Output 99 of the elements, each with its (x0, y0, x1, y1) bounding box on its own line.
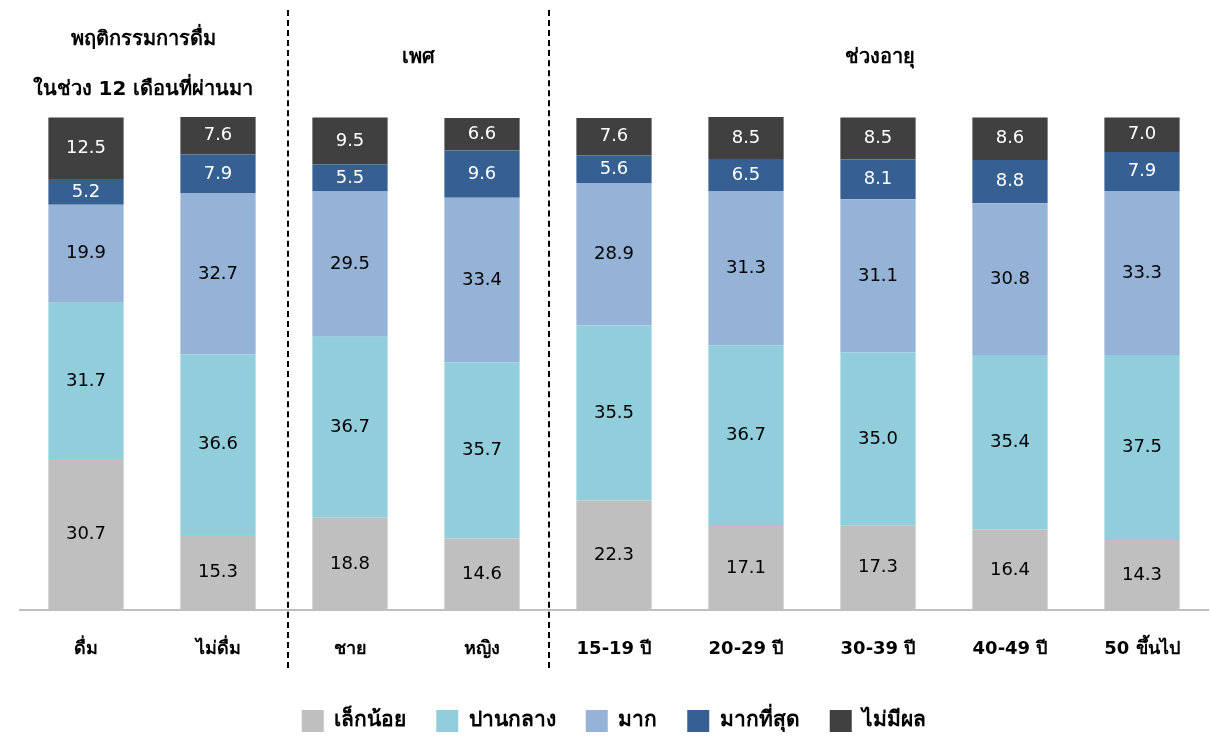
bar (1104, 117, 1180, 152)
bar (708, 345, 784, 527)
bar (1104, 190, 1180, 356)
data-label: 7.0 (1127, 122, 1157, 144)
data-label: 8.5 (731, 125, 761, 147)
data-label: 6.6 (467, 121, 497, 143)
data-label: 33.3 (1121, 260, 1163, 282)
bar (972, 203, 1048, 356)
bar (444, 362, 520, 539)
data-label: 15.3 (197, 560, 239, 582)
bar (180, 354, 256, 535)
x-tick-label: ชาย (333, 636, 367, 658)
bar (576, 117, 652, 156)
bar (48, 302, 124, 460)
data-label: 9.6 (467, 161, 497, 183)
bar (1104, 355, 1180, 540)
data-label: 5.6 (599, 156, 629, 178)
data-label: 22.3 (593, 543, 635, 565)
x-tick-label: 15-19 ปี (576, 636, 652, 658)
bar (180, 117, 256, 155)
x-tick-label: 40-49 ปี (972, 636, 1048, 658)
bar (972, 355, 1048, 530)
data-label: 37.5 (1121, 435, 1163, 457)
data-label: 12.5 (65, 135, 107, 157)
data-label: 6.5 (731, 162, 761, 184)
data-label: 14.6 (461, 562, 503, 584)
data-label: 35.5 (593, 400, 635, 422)
data-label: 9.5 (335, 128, 365, 150)
data-label: 16.4 (989, 557, 1031, 579)
data-label: 19.9 (65, 241, 107, 263)
data-label: 7.6 (203, 123, 233, 145)
legend-label: มากที่สุด (719, 703, 800, 734)
bar (1104, 152, 1180, 191)
bar (708, 158, 784, 191)
data-label: 36.6 (197, 432, 239, 454)
data-label: 35.7 (461, 438, 503, 460)
bar (708, 190, 784, 346)
data-label: 5.2 (71, 179, 101, 201)
data-label: 31.3 (725, 255, 767, 277)
data-label: 14.3 (1121, 562, 1163, 584)
data-label: 35.0 (857, 426, 899, 448)
text: เพศ (401, 43, 435, 70)
data-label: 7.9 (1127, 159, 1157, 181)
bar (840, 199, 916, 353)
legend-label: ไม่มีผล (860, 706, 927, 732)
data-label: 18.8 (329, 551, 371, 573)
bar (48, 117, 124, 180)
data-label: 36.7 (725, 423, 767, 445)
data-label: 17.3 (857, 555, 899, 577)
data-label: 8.5 (863, 126, 893, 148)
data-label: 31.1 (857, 263, 899, 285)
bar (180, 154, 256, 194)
legend-label: มาก (618, 707, 658, 732)
data-label: 5.5 (335, 165, 365, 187)
legend-label: ปานกลาง (468, 707, 556, 732)
bar (840, 159, 916, 200)
data-label: 30.8 (989, 266, 1031, 288)
data-label: 33.4 (461, 267, 503, 289)
data-label: 35.4 (989, 429, 1031, 451)
bar (444, 150, 520, 198)
data-label: 7.6 (599, 124, 629, 146)
bar (972, 159, 1048, 204)
bar (576, 325, 652, 501)
bar (312, 191, 388, 337)
x-tick-label: 30-39 ปี (840, 636, 916, 658)
text: ในช่วง 12 เดือนที่ผ่านมา (32, 73, 254, 102)
bar (444, 197, 520, 363)
data-label: 8.6 (995, 126, 1025, 148)
bar (708, 117, 784, 159)
bar (312, 164, 388, 192)
text: พฤติกรรมการดื่ม (70, 23, 216, 52)
data-label: 32.7 (197, 261, 239, 283)
bar (48, 179, 124, 205)
data-label: 8.8 (995, 169, 1025, 191)
bar (48, 204, 124, 303)
bar (312, 117, 388, 165)
legend-label: เล็กน้อย (334, 705, 407, 732)
bar (576, 155, 652, 184)
bar (972, 117, 1048, 160)
bar (576, 183, 652, 326)
x-tick-label: ดื่ม (74, 634, 98, 658)
bar (444, 117, 520, 151)
data-label: 31.7 (65, 368, 107, 390)
x-tick-label: 50 ขึ้นไป (1104, 633, 1180, 658)
x-tick-label: 20-29 ปี (708, 636, 784, 658)
bar (312, 336, 388, 518)
x-tick-label: หญิง (464, 636, 500, 659)
data-label: 7.9 (203, 161, 233, 183)
data-label: 30.7 (65, 522, 107, 544)
data-label: 17.1 (725, 555, 767, 577)
x-tick-label: ไม่ดื่ม (193, 634, 241, 658)
bar (840, 117, 916, 160)
text: ช่วงอายุ (845, 43, 915, 71)
bar (840, 352, 916, 526)
data-label: 28.9 (593, 241, 635, 263)
data-label: 36.7 (329, 414, 371, 436)
data-label: 29.5 (329, 251, 371, 273)
bar (180, 193, 256, 355)
data-label: 8.1 (863, 167, 893, 189)
